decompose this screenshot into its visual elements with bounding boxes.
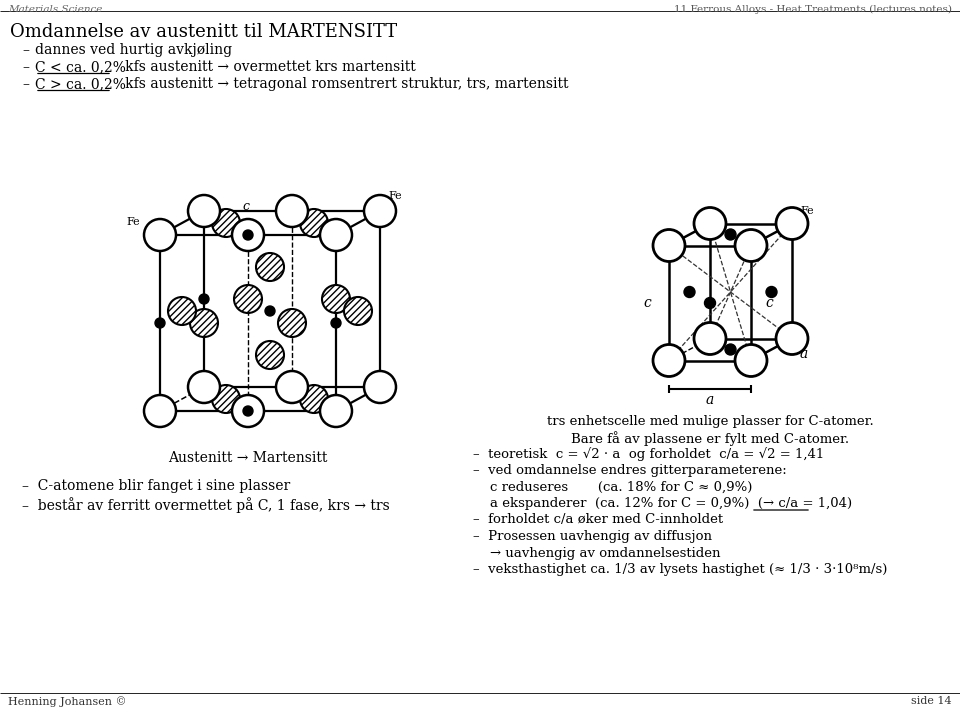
Text: side 14: side 14 [911, 696, 952, 706]
Circle shape [776, 208, 808, 240]
Circle shape [300, 385, 328, 413]
Text: a: a [800, 346, 808, 360]
Text: Henning Johansen ©: Henning Johansen © [8, 696, 127, 707]
Circle shape [276, 371, 308, 403]
Circle shape [684, 287, 695, 297]
Circle shape [199, 294, 209, 304]
Text: dannes ved hurtig avkjøling: dannes ved hurtig avkjøling [35, 43, 232, 57]
Circle shape [276, 195, 308, 227]
Circle shape [735, 345, 767, 377]
Circle shape [168, 297, 196, 325]
Circle shape [320, 219, 352, 251]
Text: –  forholdet c/a øker med C-innholdet: – forholdet c/a øker med C-innholdet [473, 513, 723, 527]
Circle shape [694, 208, 726, 240]
Circle shape [653, 345, 685, 377]
Circle shape [322, 285, 350, 313]
Text: –  ved omdannelse endres gitterparameterene:: – ved omdannelse endres gitterparametere… [473, 464, 787, 477]
Circle shape [364, 371, 396, 403]
Circle shape [300, 209, 328, 237]
Circle shape [155, 318, 165, 328]
Circle shape [144, 219, 176, 251]
Text: a ekspanderer  (ca. 12% for C = 0,9%)  (→ c/a = 1,04): a ekspanderer (ca. 12% for C = 0,9%) (→ … [473, 497, 852, 510]
Circle shape [265, 306, 275, 316]
Text: Omdannelse av austenitt til MARTENSITT: Omdannelse av austenitt til MARTENSITT [10, 23, 397, 41]
Text: –: – [22, 60, 29, 74]
Text: c: c [765, 296, 773, 310]
Text: C < ca. 0,2%: C < ca. 0,2% [35, 60, 126, 74]
Text: → uavhengig av omdannelsestiden: → uavhengig av omdannelsestiden [473, 547, 721, 560]
Circle shape [212, 385, 240, 413]
Text: kfs austenitt → tetragonal romsentrert struktur, trs, martensitt: kfs austenitt → tetragonal romsentrert s… [112, 77, 568, 91]
Circle shape [256, 341, 284, 369]
Circle shape [243, 230, 253, 240]
Text: Fe: Fe [388, 191, 401, 201]
Text: Materials Science: Materials Science [8, 5, 103, 14]
Circle shape [320, 395, 352, 427]
Circle shape [694, 323, 726, 355]
Text: kfs austenitt → overmettet krs martensitt: kfs austenitt → overmettet krs martensit… [112, 60, 416, 74]
Circle shape [232, 219, 264, 251]
Text: a: a [706, 393, 714, 407]
Circle shape [331, 318, 341, 328]
Text: C > ca. 0,2%: C > ca. 0,2% [35, 77, 126, 91]
Text: Fe: Fe [127, 217, 140, 227]
Circle shape [705, 297, 715, 309]
Circle shape [344, 297, 372, 325]
Circle shape [766, 287, 777, 297]
Circle shape [234, 285, 262, 313]
Text: –  Prosessen uavhengig av diffusjon: – Prosessen uavhengig av diffusjon [473, 530, 712, 543]
Circle shape [190, 309, 218, 337]
Circle shape [243, 406, 253, 416]
Circle shape [256, 253, 284, 281]
Circle shape [212, 209, 240, 237]
Circle shape [725, 229, 736, 240]
Circle shape [725, 344, 736, 355]
Circle shape [735, 230, 767, 262]
Text: –  består av ferritt overmettet på C, 1 fase, krs → trs: – består av ferritt overmettet på C, 1 f… [22, 497, 390, 513]
Text: –: – [22, 43, 29, 57]
Text: c: c [643, 296, 651, 310]
Circle shape [653, 230, 685, 262]
Circle shape [188, 195, 220, 227]
Text: –: – [22, 77, 29, 91]
Circle shape [144, 395, 176, 427]
Text: trs enhetscelle med mulige plasser for C-atomer.: trs enhetscelle med mulige plasser for C… [546, 415, 874, 429]
Text: –  C-atomene blir fanget i sine plasser: – C-atomene blir fanget i sine plasser [22, 479, 290, 493]
Text: –  teoretisk  c = √2 · a  og forholdet  c/a = √2 = 1,41: – teoretisk c = √2 · a og forholdet c/a … [473, 447, 825, 461]
Circle shape [278, 309, 306, 337]
Text: Bare få av plassene er fylt med C-atomer.: Bare få av plassene er fylt med C-atomer… [571, 432, 849, 447]
Circle shape [776, 323, 808, 355]
Circle shape [364, 195, 396, 227]
Text: 11 Ferrous Alloys - Heat Treatments (lectures notes): 11 Ferrous Alloys - Heat Treatments (lec… [674, 5, 952, 14]
Text: c: c [243, 200, 250, 213]
Text: c reduseres       (ca. 18% for C ≈ 0,9%): c reduseres (ca. 18% for C ≈ 0,9%) [473, 481, 753, 493]
Text: Austenitt → Martensitt: Austenitt → Martensitt [168, 451, 327, 465]
Text: –  veksthastighet ca. 1/3 av lysets hastighet (≈ 1/3 · 3·10⁸m/s): – veksthastighet ca. 1/3 av lysets hasti… [473, 563, 887, 576]
Text: Fe: Fe [800, 205, 814, 215]
Circle shape [232, 395, 264, 427]
Circle shape [188, 371, 220, 403]
